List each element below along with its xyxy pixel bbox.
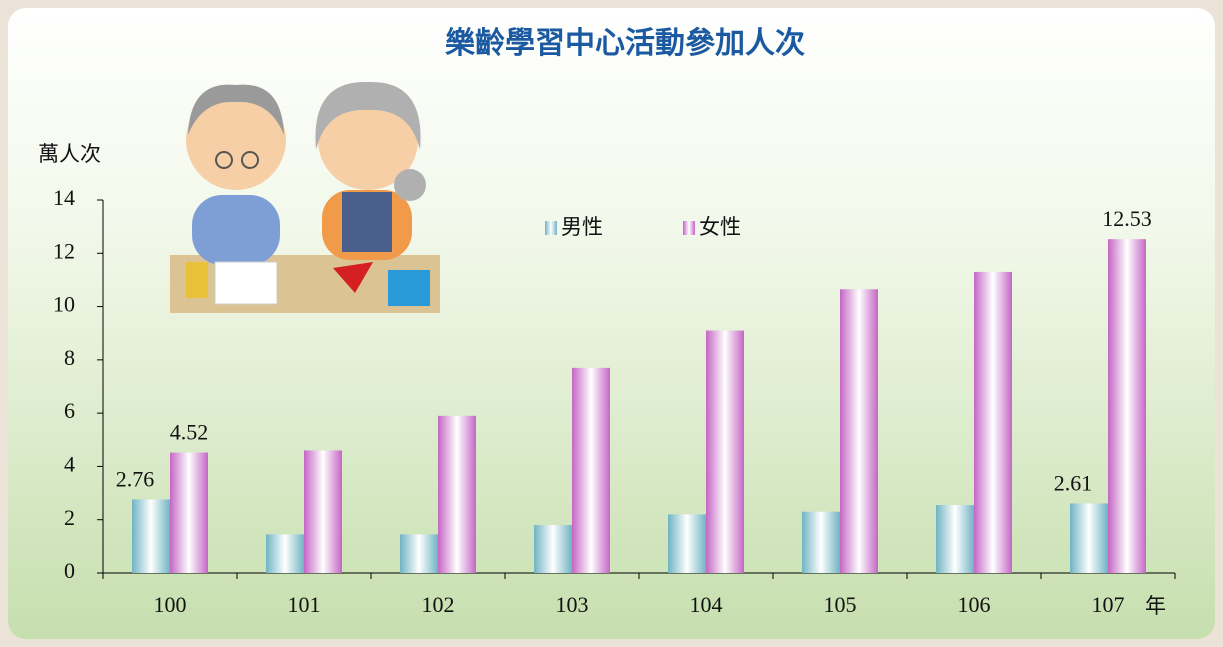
- bar: [304, 450, 342, 573]
- x-tick-label: 100: [154, 592, 187, 617]
- legend-swatch: [683, 221, 695, 235]
- bar: [534, 525, 572, 573]
- bar: [802, 511, 840, 573]
- legend-label: 女性: [699, 215, 741, 239]
- bar: [1108, 239, 1146, 574]
- y-tick-label: 12: [53, 238, 75, 263]
- x-axis-label: 年: [1145, 594, 1166, 618]
- bar: [1070, 503, 1108, 573]
- y-tick-label: 0: [64, 558, 75, 583]
- chart-title: 樂齡學習中心活動參加人次: [445, 26, 805, 61]
- y-tick-label: 14: [53, 185, 75, 210]
- x-tick-label: 105: [824, 592, 857, 617]
- y-tick-label: 2: [64, 505, 75, 530]
- x-tick-label: 102: [422, 592, 455, 617]
- data-label: 2.61: [1054, 471, 1093, 496]
- bar: [170, 452, 208, 573]
- y-axis-label: 萬人次: [38, 142, 101, 166]
- x-tick-label: 101: [288, 592, 321, 617]
- bar: [936, 505, 974, 573]
- x-tick-label: 104: [690, 592, 723, 617]
- x-tick-label: 106: [958, 592, 991, 617]
- illustration: [170, 81, 440, 313]
- y-tick-label: 8: [64, 345, 75, 370]
- legend-label: 男性: [561, 215, 603, 239]
- y-tick-label: 6: [64, 398, 75, 423]
- x-tick-label: 103: [556, 592, 589, 617]
- bar: [706, 330, 744, 573]
- bar: [132, 499, 170, 573]
- y-tick-label: 10: [53, 292, 75, 317]
- bar: [438, 415, 476, 573]
- bar: [266, 534, 304, 573]
- data-label: 12.53: [1102, 206, 1152, 231]
- data-label: 4.52: [170, 420, 209, 445]
- bar: [400, 534, 438, 573]
- bar: [840, 289, 878, 573]
- data-label: 2.76: [116, 467, 155, 492]
- legend-swatch: [545, 221, 557, 235]
- x-tick-label: 107: [1092, 592, 1125, 617]
- y-tick-label: 4: [64, 451, 75, 476]
- bar: [974, 271, 1012, 573]
- bar: [572, 367, 610, 573]
- bar: [668, 514, 706, 573]
